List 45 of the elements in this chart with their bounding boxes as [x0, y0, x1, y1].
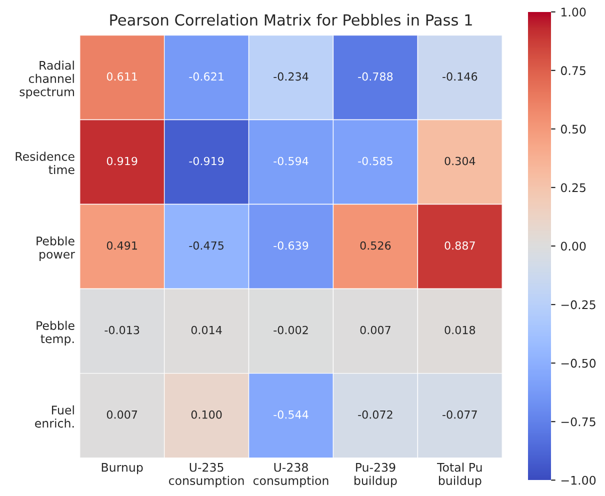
data-label: 0.611 [106, 72, 137, 81]
data-label: -0.919 [189, 156, 224, 166]
data-label: 0.491 [106, 241, 137, 250]
chart-title: Pearson Correlation Matrix for Pebbles in Pass 1 [110, 14, 472, 26]
color-bar-label: 0.25 [560, 183, 586, 192]
x-tick-label: Pu-239 buildup [354, 462, 397, 488]
data-label: 0.887 [444, 241, 475, 250]
data-label: -0.234 [274, 72, 308, 81]
color-bar-label: 0.00 [560, 242, 586, 251]
data-label: -0.544 [274, 410, 308, 419]
data-label: -0.146 [442, 72, 478, 81]
y-tick-label: Radial channel spectrum [20, 60, 74, 99]
color-bar-label: −0.50 [561, 358, 596, 368]
color-bar-label: 0.75 [560, 66, 586, 76]
data-label: 0.919 [106, 156, 138, 166]
data-label: 0.304 [444, 156, 476, 166]
x-tick-label: Burnup [102, 463, 143, 474]
color-bar-label: −0.75 [561, 417, 596, 426]
data-label: 0.526 [360, 241, 391, 250]
data-label: -0.585 [358, 156, 392, 166]
y-tick-label: Fuel enrich. [35, 405, 74, 428]
data-label: -0.013 [104, 326, 140, 334]
x-tick-label: Total Pu buildup [437, 462, 482, 488]
data-label: -0.072 [358, 410, 392, 419]
x-tick-label: U-235 consumption [168, 462, 244, 488]
data-label: 0.100 [191, 410, 222, 419]
data-label: -0.002 [274, 326, 308, 334]
data-label: -0.594 [274, 156, 308, 166]
color-bar-label: 1.00 [561, 8, 586, 17]
y-tick-label: Pebble power [36, 236, 75, 261]
color-bar-label: −1.00 [561, 476, 596, 485]
data-label: -0.621 [189, 72, 224, 81]
x-tick-label: U-238 consumption [253, 462, 328, 488]
data-label: 0.018 [444, 326, 476, 334]
data-label: 0.007 [360, 326, 390, 334]
color-bar-label: −0.25 [561, 300, 596, 310]
data-label: -0.788 [358, 72, 393, 81]
data-label: -0.475 [189, 241, 224, 250]
y-tick-label: Pebble temp. [36, 320, 74, 346]
data-label: -0.639 [274, 241, 308, 250]
data-label: -0.077 [442, 410, 477, 419]
data-label: 0.007 [106, 410, 138, 419]
y-tick-label: Residence time [16, 152, 74, 174]
color-bar-label: 0.50 [560, 124, 586, 134]
data-label: 0.014 [191, 326, 222, 334]
